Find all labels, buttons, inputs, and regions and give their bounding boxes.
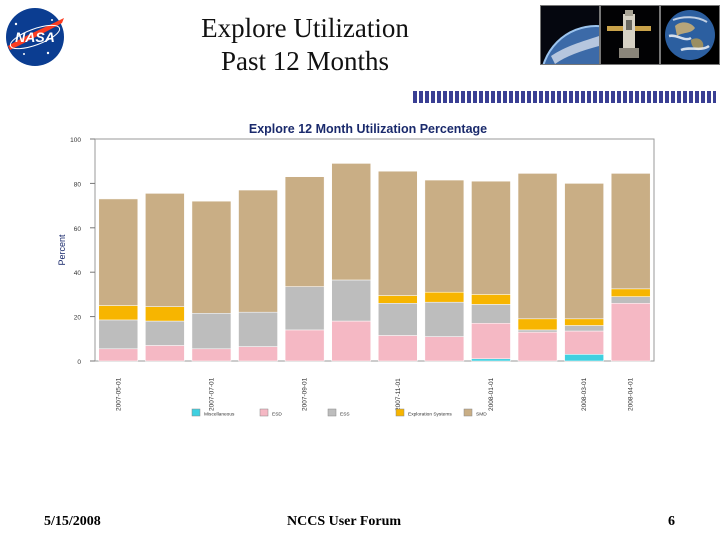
bar-segment	[191, 200, 232, 314]
title-decorative-rule	[413, 91, 716, 103]
footer-date: 5/15/2008	[44, 514, 101, 529]
bar-segment	[238, 189, 278, 313]
x-tick-label: 2007-07-01	[208, 377, 215, 411]
y-tick-label: 40	[74, 270, 82, 277]
legend-swatch	[463, 408, 473, 417]
legend-swatch	[395, 408, 405, 417]
bar-segment	[424, 301, 465, 337]
y-tick-label: 60	[74, 226, 82, 233]
legend-swatch	[259, 408, 269, 417]
x-tick-label: 2008-03-01	[581, 377, 588, 411]
bar-segment	[145, 320, 185, 346]
bar-segment	[610, 173, 651, 290]
bar-segment	[331, 320, 371, 362]
page-number: 6	[668, 514, 675, 529]
bar-segment	[284, 176, 325, 287]
bar-segment	[471, 294, 511, 305]
slide-title: Explore Utilization Past 12 Months	[150, 12, 460, 78]
nasa-logo: NASA	[6, 8, 64, 66]
y-tick-label: 100	[70, 137, 81, 144]
y-tick-label: 80	[74, 181, 82, 188]
bar-segment	[145, 306, 185, 322]
x-tick-label: 2007-05-01	[115, 377, 122, 411]
bar-segment	[238, 346, 278, 362]
bar-segment	[331, 279, 371, 322]
bar-segment	[331, 163, 371, 281]
bar-segment	[564, 330, 604, 355]
legend-swatch	[191, 408, 201, 417]
bar-segment	[378, 170, 418, 296]
bar-segment	[284, 329, 325, 362]
bar-segment	[564, 325, 604, 332]
legend-label: ESD	[272, 412, 282, 418]
bar-segment	[471, 323, 511, 360]
y-axis-label: Percent	[57, 234, 67, 266]
bar-segment	[564, 354, 604, 362]
chart-title: Explore 12 Month Utilization Percentage	[249, 122, 487, 136]
bar-segment	[471, 358, 511, 362]
x-tick-label: 2007-11-01	[395, 378, 402, 411]
x-tick-label: 2007-09-01	[302, 377, 309, 411]
bar-segment	[378, 335, 418, 362]
bar-segment	[471, 304, 511, 324]
bar-segment	[517, 318, 558, 331]
bar-segment	[471, 180, 511, 295]
bar-segment	[517, 173, 558, 320]
bar-segment	[517, 329, 558, 333]
legend-swatch	[327, 408, 337, 417]
bar-segment	[610, 288, 651, 297]
bar-segment	[191, 348, 232, 362]
slide-title-line2: Past 12 Months	[220, 46, 390, 76]
bar-segment	[424, 179, 465, 293]
bar-segment	[564, 183, 604, 320]
earth-globe-photo	[660, 5, 720, 65]
bar-segment	[145, 345, 185, 362]
y-tick-label: 0	[77, 359, 81, 366]
legend-label: SMD	[476, 412, 487, 418]
legend-label: ESS	[340, 412, 350, 418]
bar-segment	[191, 313, 232, 350]
bar-segment	[98, 305, 139, 321]
bar-segment	[378, 295, 418, 304]
bar-segment	[378, 303, 418, 336]
utilization-chart: Explore 12 Month Utilization Percentage …	[57, 122, 655, 418]
bar-segment	[610, 296, 651, 304]
nasa-logo-text: NASA	[15, 29, 55, 45]
bar-segment	[98, 319, 139, 350]
bar-segment	[517, 331, 558, 362]
x-tick-label: 2008-01-01	[488, 377, 495, 411]
bar-segment	[98, 198, 139, 306]
telescope-photo	[600, 5, 660, 65]
legend-label: Exploration Systems	[408, 412, 452, 418]
legend-label: Miscellaneous	[204, 412, 235, 418]
bar-segment	[610, 303, 651, 362]
bar-segment	[284, 286, 325, 331]
y-tick-label: 20	[74, 315, 82, 322]
bar-segment	[424, 336, 465, 362]
plot-area-frame	[94, 138, 655, 362]
bar-segment	[145, 193, 185, 307]
x-tick-label: 2008-04-01	[628, 377, 635, 411]
bar-segment	[98, 348, 139, 362]
earth-limb-photo	[540, 5, 600, 65]
bar-segment	[564, 318, 604, 326]
bar-segment	[238, 311, 278, 347]
slide-title-line1: Explore Utilization	[201, 13, 409, 43]
bar-segment	[424, 291, 465, 303]
footer-center-text: NCCS User Forum	[287, 514, 402, 529]
